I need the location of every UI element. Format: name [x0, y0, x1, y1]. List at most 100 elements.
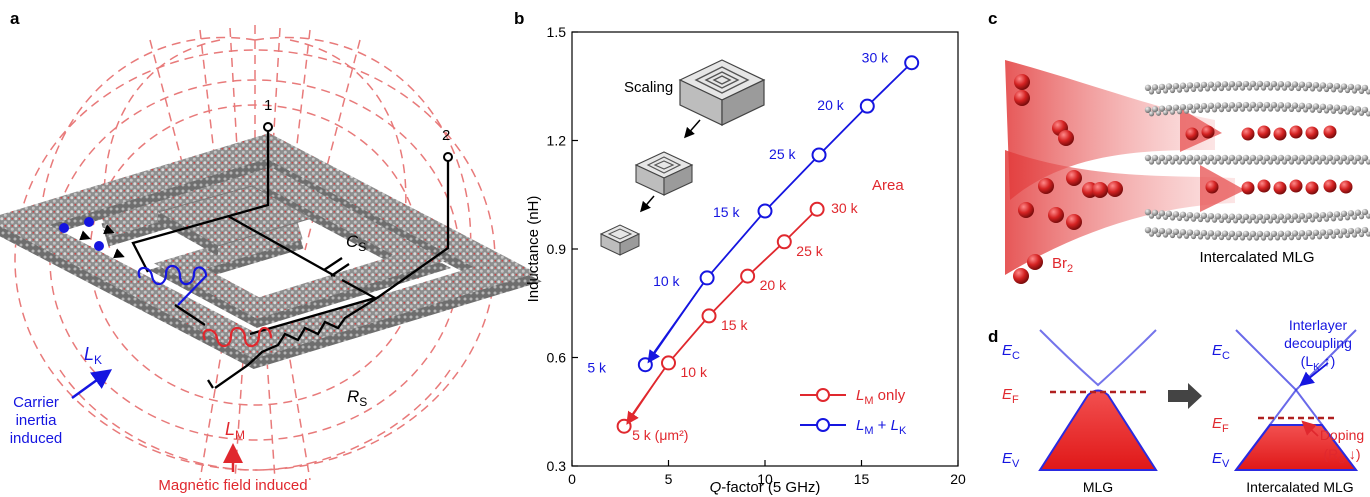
bromine-atom — [1305, 181, 1319, 195]
x-tick-label: 0 — [568, 471, 576, 487]
data-point — [661, 355, 676, 371]
terminal-1-label: 1 — [264, 97, 272, 114]
bromine-atom — [1323, 125, 1337, 139]
bromine-atom — [1058, 130, 1074, 146]
panel-a: a — [0, 9, 542, 494]
ef-label-int: EF — [1212, 415, 1229, 435]
intercalated-mlg-label-d: Intercalated MLG — [1246, 479, 1353, 495]
legend-lm-only: LM only — [800, 387, 906, 407]
graphene-layer — [1144, 101, 1370, 117]
spiral-cube-large — [678, 59, 766, 126]
spiral-center-side — [158, 212, 218, 256]
lk-arrow — [71, 369, 113, 400]
doping-line2: (RS ↓) — [1323, 446, 1360, 466]
chart-legend: LM only LM + LK — [800, 387, 907, 437]
scaling-illustration: Scaling — [599, 59, 766, 256]
bromine-atom — [1066, 170, 1082, 186]
data-point — [904, 55, 920, 71]
carrier-label-line2: inertia — [16, 412, 58, 429]
data-label: 5 k (μm²) — [632, 427, 688, 443]
graphene-layers — [1144, 80, 1370, 241]
magnetic-label: Magnetic field induced — [158, 477, 307, 494]
panel-a-letter: a — [10, 9, 20, 28]
intercalated-band-diagram — [1233, 329, 1359, 471]
lk-label: LK — [84, 344, 102, 367]
ev-label-mlg: EV — [1002, 450, 1020, 470]
bromine-atom — [1339, 180, 1353, 194]
decoupling-line1: Interlayer — [1289, 317, 1348, 333]
y-tick-label: 1.5 — [547, 24, 567, 40]
data-label: 20 k — [760, 277, 787, 293]
ev-label-int: EV — [1212, 450, 1230, 470]
cs-label: CS — [346, 232, 366, 254]
y-axis-label: Inductance (nH) — [525, 196, 542, 303]
graphene-layer — [1144, 80, 1370, 95]
bromine-atom — [1205, 180, 1219, 194]
bromine-atom — [1092, 182, 1108, 198]
bromine-atom — [1201, 125, 1215, 139]
panel-c: c Br2 Intercalated MLG — [988, 9, 1370, 284]
ec-label-mlg: EC — [1002, 342, 1020, 362]
panel-b-letter: b — [514, 9, 524, 28]
beam-arrow-top — [1180, 108, 1222, 152]
rs-label: RS — [347, 387, 367, 409]
panel-b: b 0 5 10 15 20 0.3 0.6 0.9 1.2 1.5 5 k (μm²) 10 k 1… — [514, 9, 966, 496]
series-group: 5 k (μm²) 10 k 15 k 20 k 25 k 30 k 5 k 10 k 15 k… — [587, 50, 920, 443]
x-tick-label: 20 — [950, 471, 966, 487]
data-label: 10 k — [653, 273, 680, 289]
data-label: 25 k — [769, 146, 796, 162]
ec-label-int: EC — [1212, 342, 1230, 362]
bromine-atom — [1014, 74, 1030, 90]
data-point — [809, 201, 825, 217]
bromine-atom — [1289, 179, 1303, 193]
bromine-atom — [1014, 90, 1030, 106]
series-lm_only: 5 k (μm²) 10 k 15 k 20 k 25 k 30 k — [616, 200, 859, 443]
scaling-label: Scaling — [624, 79, 673, 96]
data-label: 5 k — [587, 360, 607, 376]
bromine-beam-bottom — [1005, 150, 1235, 275]
beam-arrow-bottom — [1200, 165, 1245, 212]
y-tick-label: 1.2 — [547, 133, 567, 149]
bromine-atom — [1066, 214, 1082, 230]
bromine-atom — [1048, 207, 1064, 223]
panel-c-letter: c — [988, 9, 997, 28]
graphene-spiral — [0, 133, 542, 370]
bromine-atom — [1018, 202, 1034, 218]
x-tick-label: 5 — [665, 471, 673, 487]
carrier-label-line1: Carrier — [13, 394, 59, 411]
bromine-atom — [1038, 178, 1054, 194]
y-tick-label: 0.9 — [547, 241, 567, 257]
data-label: 15 k — [713, 204, 740, 220]
kinetic-inductor-coil — [137, 264, 208, 306]
y-tick-label: 0.3 — [547, 458, 567, 474]
svg-text:LM + LK: LM + LK — [856, 417, 907, 437]
doping-line1: Doping — [1320, 427, 1364, 443]
bromine-atom — [1273, 127, 1287, 141]
lm-label: LM — [225, 419, 245, 442]
spiral-inner-ring — [102, 167, 446, 319]
intercalated-filled-band — [1233, 424, 1359, 471]
inductance-chart: 0 5 10 15 20 0.3 0.6 0.9 1.2 1.5 5 k (μm²) 10 k 15 … — [525, 24, 966, 496]
data-label: 10 k — [681, 364, 708, 380]
axis-ticks: 0 5 10 15 20 0.3 0.6 0.9 1.2 1.5 — [547, 24, 966, 487]
terminal-2-node — [443, 152, 453, 162]
spiral-cube-medium — [634, 151, 694, 196]
data-point — [859, 98, 875, 114]
graphene-layer — [1144, 208, 1370, 224]
decoupling-line2: decoupling — [1284, 335, 1352, 351]
bromine-atom — [1107, 181, 1123, 197]
bromine-atom — [1257, 125, 1271, 139]
spiral-cube-small — [599, 224, 641, 256]
graphene-layer — [1144, 154, 1370, 165]
bromine-atom — [1273, 181, 1287, 195]
data-label: 25 k — [796, 243, 823, 259]
svg-text:LM only: LM only — [856, 387, 906, 407]
br2-label: Br2 — [1052, 255, 1073, 275]
data-point — [740, 268, 756, 284]
magnetic-inductor-coil — [202, 326, 273, 348]
equivalent-circuit — [131, 128, 450, 389]
x-tick-label: 15 — [854, 471, 870, 487]
data-label: 15 k — [721, 317, 748, 333]
decoupling-line3: (LK ↑) — [1301, 353, 1336, 373]
